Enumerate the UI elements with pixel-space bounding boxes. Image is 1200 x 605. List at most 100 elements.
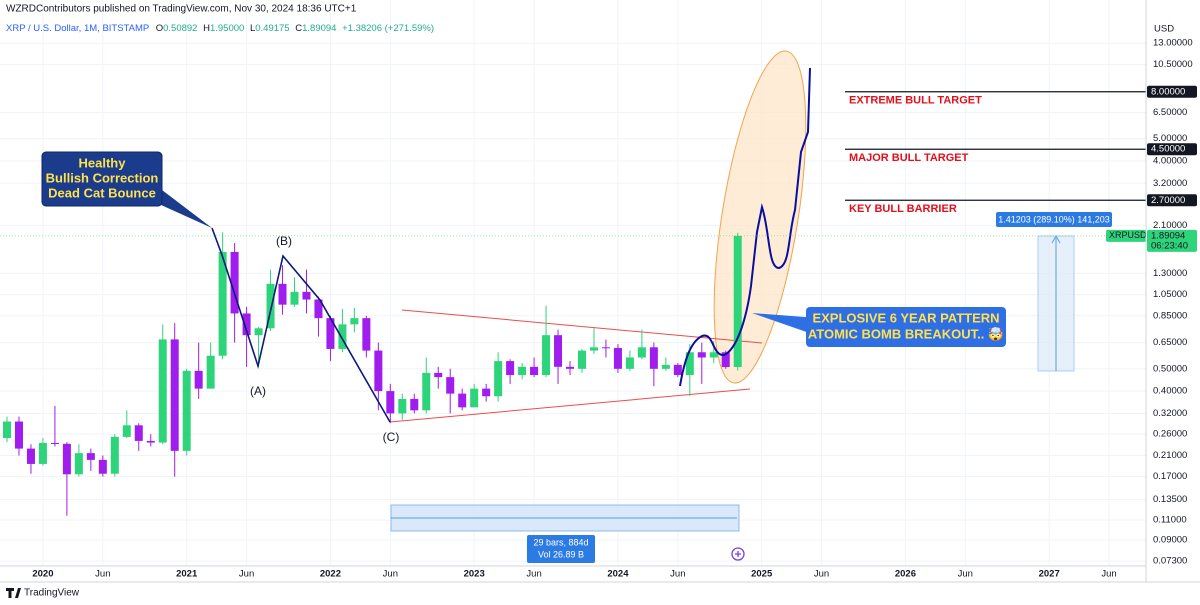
callout-text: EXPLOSIVE 6 YEAR PATTERN	[812, 310, 999, 325]
x-tick-label: 2023	[464, 569, 485, 580]
ohlc-key: C	[295, 23, 302, 34]
candle	[290, 277, 299, 307]
currency: USD	[1154, 24, 1174, 35]
x-tick-label: 2026	[895, 569, 916, 580]
y-tick-label: 0.32000	[1153, 408, 1187, 419]
callout-text: Healthy	[79, 155, 127, 170]
callout-text: Bullish Correction	[46, 170, 159, 185]
candle	[494, 352, 503, 402]
candle-body	[338, 324, 347, 349]
candle	[86, 448, 95, 471]
candle	[110, 434, 119, 477]
wave-label: (B)	[276, 234, 292, 248]
ohlc-value: 0.50892	[163, 23, 197, 34]
candle	[697, 342, 706, 384]
candle	[278, 265, 287, 315]
candle-body	[709, 352, 718, 358]
measure-label: 1.41203 (289.10%) 141,203	[998, 214, 1110, 224]
candle-body	[518, 366, 527, 375]
y-tick-label: 0.11000	[1153, 515, 1187, 526]
measure-box	[996, 212, 1112, 227]
candle-body	[542, 335, 551, 375]
candle-body	[254, 328, 263, 336]
candle-body	[422, 372, 431, 411]
candle	[398, 393, 407, 420]
wave-label: (A)	[250, 384, 266, 398]
overlay: (A) (B) (C) Healthy Bullish Correction D…	[41, 67, 1112, 563]
candle-body	[3, 421, 11, 439]
candle-body	[278, 283, 287, 305]
candle	[362, 315, 371, 358]
brand: TradingView	[24, 588, 80, 599]
candle-body	[182, 370, 191, 451]
candle	[542, 305, 551, 378]
candle-body	[589, 347, 598, 351]
candle-body	[206, 355, 215, 389]
candle-body	[577, 350, 586, 369]
ohlc-value: 0.49175	[255, 23, 289, 34]
y-tick-label: 0.26000	[1153, 429, 1187, 440]
candle	[613, 344, 622, 373]
projection-path	[679, 67, 811, 387]
candle	[386, 383, 395, 424]
callout-box	[41, 151, 163, 207]
countdown-label: 06:23:40	[1151, 240, 1188, 251]
levels: EXTREME BULL TARGET 8.00000 MAJOR BULL TAR…	[0, 85, 1197, 252]
footer: TradingView	[6, 588, 80, 599]
x-tick-label: 2021	[176, 569, 198, 580]
ohlc-key: H	[203, 23, 210, 34]
candle	[577, 348, 586, 373]
brand-logo	[6, 588, 21, 598]
candle-body	[685, 352, 694, 375]
x-tick-label: Jun	[958, 569, 973, 580]
candle-body	[50, 442, 59, 444]
candle-body	[733, 235, 742, 368]
ohlc-value: 1.95000	[210, 23, 244, 34]
x-tick-label: Jun	[814, 569, 829, 580]
candle-body	[86, 453, 95, 460]
candle	[146, 434, 155, 447]
candle-body	[566, 366, 575, 369]
price-box	[1147, 229, 1197, 252]
x-tick-label: 2022	[320, 569, 341, 580]
candle-body	[146, 440, 155, 443]
candle-body	[721, 352, 730, 368]
range-label: 29 bars, 884d	[533, 537, 588, 547]
y-tick-label: 5.00000	[1153, 133, 1187, 144]
triangle-upper	[401, 309, 763, 344]
candle	[26, 444, 35, 474]
candle-body	[194, 370, 203, 389]
candle-body	[62, 443, 71, 475]
candle	[266, 269, 275, 331]
candle-body	[98, 459, 107, 474]
candle-body	[446, 377, 455, 394]
y-tick-label: 1.30000	[1153, 268, 1187, 279]
callout-pointer	[150, 190, 212, 228]
callout-pointer	[752, 313, 818, 336]
candle	[98, 455, 107, 477]
candle	[302, 269, 311, 314]
y-tick-label: 2.10000	[1153, 220, 1187, 231]
y-tick-label: 0.09000	[1153, 535, 1187, 546]
candle-body	[38, 442, 47, 464]
candle-body	[242, 313, 251, 336]
ohlc-key: O	[156, 23, 163, 34]
candle-body	[266, 283, 275, 329]
y-tick-label: 10.50000	[1153, 59, 1193, 70]
candle	[482, 383, 491, 402]
level-box	[1147, 85, 1197, 98]
event-icon-plus	[735, 551, 741, 557]
x-tick-label: 2025	[751, 569, 773, 580]
target-name: EXTREME BULL TARGET	[849, 95, 982, 107]
y-tick-label: 0.07300	[1153, 556, 1187, 567]
candle	[122, 410, 131, 439]
y-tick-label: 3.20000	[1153, 178, 1187, 189]
x-tick-label: Jun	[1101, 569, 1116, 580]
x-tick-label: 2020	[32, 569, 53, 580]
callout-text: Dead Cat Bounce	[48, 185, 156, 200]
candle	[470, 383, 479, 408]
candle-body	[170, 339, 179, 451]
candle-body	[410, 398, 419, 411]
candle	[733, 232, 742, 371]
